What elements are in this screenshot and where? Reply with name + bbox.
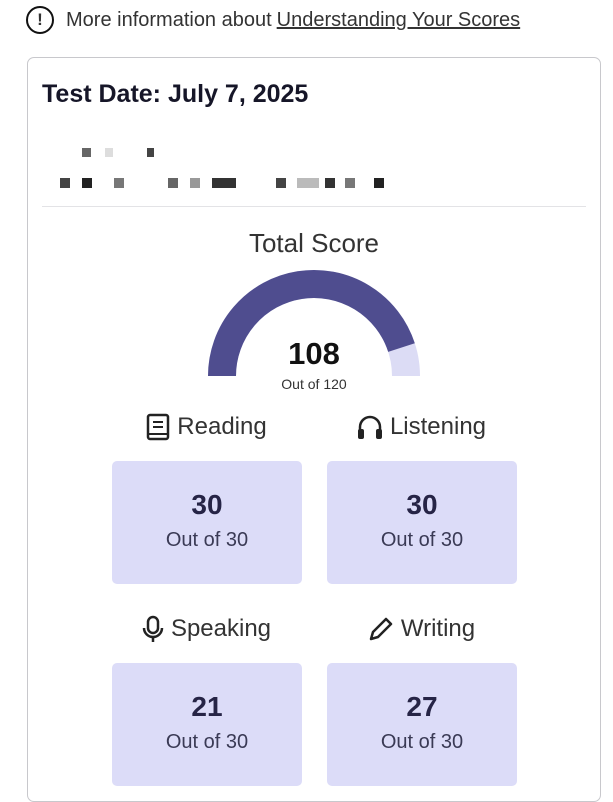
gauge-fill <box>208 270 415 377</box>
section-label: Reading <box>177 413 267 440</box>
reading-label: Reading <box>111 413 301 441</box>
section-label: Listening <box>389 413 487 440</box>
info-text: More information about <box>66 8 272 31</box>
total-score-value: 108 <box>288 336 340 371</box>
exclamation-circle-icon: ! <box>26 6 54 34</box>
pencil-icon <box>369 617 393 641</box>
microphone-icon <box>142 615 164 642</box>
section-max: Out of 30 <box>165 529 249 551</box>
headphones-icon <box>357 415 382 439</box>
speaking-score-tile: 21 Out of 30 <box>112 663 302 786</box>
score-card: Test Date: July 7, 2025 Total Score 108 … <box>27 57 601 802</box>
section-max: Out of 30 <box>165 731 249 753</box>
listening-score-tile: 30 Out of 30 <box>327 461 517 584</box>
section-max: Out of 30 <box>380 529 464 551</box>
test-date: Test Date: July 7, 2025 <box>42 80 309 108</box>
section-score: 30 <box>406 489 438 520</box>
section-label: Speaking <box>170 615 272 642</box>
speaking-label: Speaking <box>111 615 301 643</box>
section-score: 21 <box>191 691 223 722</box>
book-icon <box>147 413 170 441</box>
total-score-max: Out of 120 <box>281 376 347 392</box>
section-score: 30 <box>191 489 223 520</box>
total-score-gauge <box>208 270 420 377</box>
writing-label: Writing <box>326 615 516 643</box>
divider <box>42 206 586 207</box>
section-score: 27 <box>406 691 438 722</box>
section-max: Out of 30 <box>380 731 464 753</box>
reading-score-tile: 30 Out of 30 <box>112 461 302 584</box>
section-label: Writing <box>400 615 476 642</box>
total-score-title: Total Score <box>248 228 380 258</box>
understanding-scores-link[interactable]: Understanding Your Scores <box>276 8 521 31</box>
listening-label: Listening <box>326 413 516 441</box>
writing-score-tile: 27 Out of 30 <box>327 663 517 786</box>
info-banner: ! More information about Understanding Y… <box>26 6 520 34</box>
